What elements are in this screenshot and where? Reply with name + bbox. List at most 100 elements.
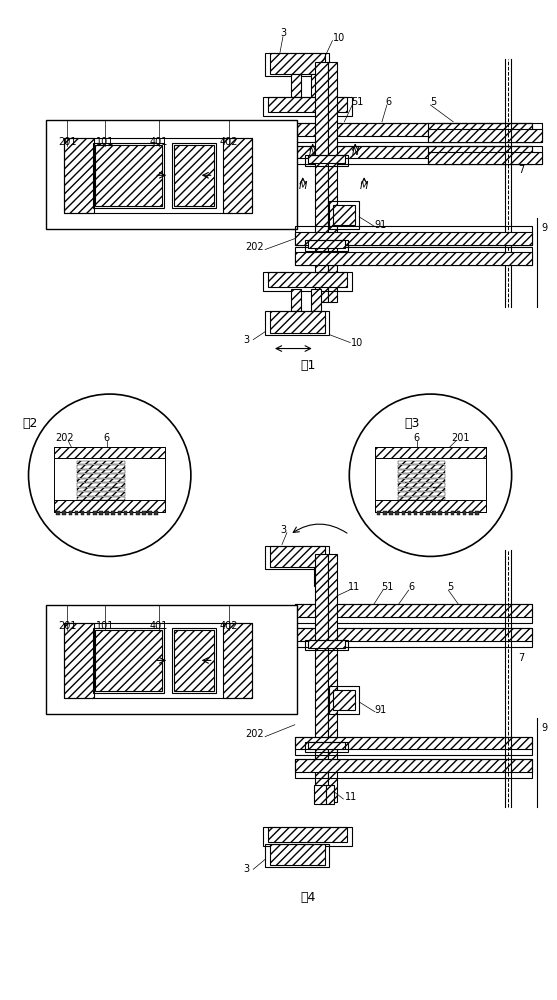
Bar: [398, 474, 445, 478]
Text: 201: 201: [58, 621, 76, 631]
Text: 3: 3: [280, 28, 286, 38]
Text: 9: 9: [541, 223, 548, 233]
Bar: [375, 447, 486, 512]
Text: 图1: 图1: [300, 359, 315, 372]
Bar: [295, 232, 532, 245]
Bar: [291, 289, 301, 311]
Bar: [295, 759, 532, 772]
Bar: [475, 511, 478, 515]
Text: 10: 10: [333, 33, 345, 43]
Text: 101: 101: [96, 137, 114, 147]
Bar: [111, 511, 115, 515]
Bar: [263, 97, 352, 116]
Bar: [142, 511, 145, 515]
Bar: [395, 511, 399, 515]
Bar: [268, 827, 348, 842]
Bar: [148, 511, 152, 515]
Bar: [295, 123, 532, 142]
Bar: [451, 511, 454, 515]
Bar: [295, 252, 532, 265]
Bar: [265, 546, 330, 569]
Bar: [438, 511, 442, 515]
Bar: [46, 605, 297, 714]
Text: 51: 51: [381, 582, 393, 592]
Bar: [334, 205, 355, 225]
Text: 101: 101: [96, 621, 114, 631]
Bar: [270, 53, 325, 74]
Bar: [174, 145, 214, 206]
Bar: [428, 123, 543, 142]
Bar: [314, 785, 325, 804]
Text: 6: 6: [386, 97, 392, 107]
Bar: [426, 511, 429, 515]
Bar: [77, 474, 125, 478]
Bar: [77, 470, 125, 473]
Bar: [375, 500, 486, 512]
Bar: [268, 97, 348, 112]
Text: 11: 11: [348, 582, 360, 592]
Bar: [305, 640, 348, 650]
Bar: [69, 511, 72, 515]
Bar: [328, 554, 338, 802]
Text: 6: 6: [413, 433, 419, 443]
Bar: [398, 465, 445, 469]
Bar: [307, 640, 345, 648]
Bar: [295, 628, 532, 647]
Bar: [295, 737, 532, 749]
Bar: [314, 567, 325, 586]
Bar: [325, 785, 334, 804]
Bar: [315, 554, 328, 802]
Bar: [432, 511, 436, 515]
Text: 401: 401: [150, 621, 168, 631]
Text: 402: 402: [219, 621, 238, 631]
Bar: [377, 511, 380, 515]
Bar: [295, 247, 532, 265]
Bar: [428, 152, 543, 164]
Text: N: N: [351, 147, 359, 157]
Bar: [93, 143, 164, 208]
Bar: [307, 742, 345, 749]
Bar: [330, 201, 359, 229]
Bar: [136, 511, 139, 515]
Bar: [64, 623, 94, 698]
Bar: [398, 497, 445, 500]
Bar: [305, 742, 348, 752]
Text: M: M: [360, 181, 368, 191]
Bar: [334, 690, 355, 710]
Text: 图3: 图3: [404, 417, 419, 430]
Text: 91: 91: [375, 220, 387, 230]
Text: 7: 7: [519, 165, 525, 175]
Bar: [263, 272, 352, 291]
Text: 201: 201: [451, 433, 470, 443]
Text: 图4: 图4: [300, 891, 315, 904]
Text: 402: 402: [219, 137, 238, 147]
Bar: [95, 145, 162, 206]
Bar: [398, 483, 445, 487]
Bar: [398, 488, 445, 491]
Text: 10: 10: [351, 338, 363, 348]
Bar: [402, 511, 405, 515]
Bar: [398, 461, 445, 464]
Bar: [62, 511, 66, 515]
Bar: [268, 272, 348, 287]
Bar: [375, 447, 486, 458]
Text: 202: 202: [55, 433, 74, 443]
Bar: [270, 844, 325, 865]
Text: 3: 3: [243, 864, 250, 874]
Text: 91: 91: [375, 705, 387, 715]
Bar: [77, 461, 125, 464]
Bar: [295, 604, 532, 623]
Bar: [265, 53, 330, 76]
Bar: [463, 511, 466, 515]
Bar: [295, 226, 532, 245]
Text: 3: 3: [280, 525, 286, 535]
Bar: [408, 511, 411, 515]
Text: M: M: [299, 181, 307, 191]
Bar: [77, 465, 125, 469]
Text: 401: 401: [150, 137, 168, 147]
Bar: [54, 447, 165, 512]
Text: 202: 202: [245, 242, 263, 252]
Bar: [50, 124, 293, 225]
Bar: [295, 628, 532, 641]
Bar: [54, 447, 165, 458]
